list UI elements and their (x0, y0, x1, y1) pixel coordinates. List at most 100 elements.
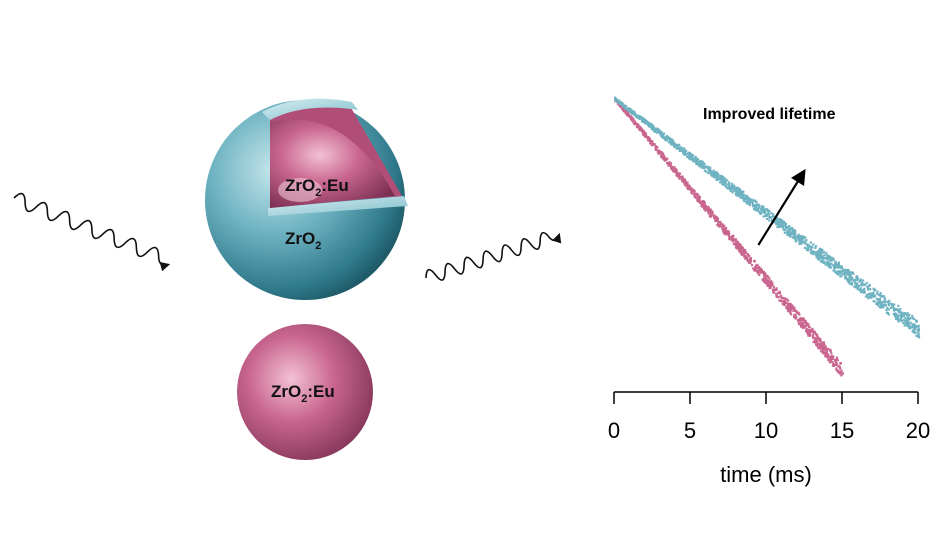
data-point (713, 171, 716, 175)
data-point (795, 311, 799, 314)
data-point (847, 280, 850, 283)
data-point (789, 309, 792, 312)
data-point (681, 150, 685, 153)
data-point (621, 107, 625, 110)
data-point (780, 224, 783, 228)
data-point (652, 125, 655, 128)
data-point (716, 219, 719, 222)
data-point (754, 267, 757, 271)
data-point (821, 251, 825, 254)
data-point (732, 242, 735, 245)
data-point (720, 179, 723, 182)
data-point (807, 328, 810, 331)
data-point (801, 326, 804, 330)
data-point (835, 369, 838, 372)
data-point (648, 124, 651, 128)
data-point (883, 297, 886, 300)
data-point (697, 194, 700, 197)
data-point (831, 357, 835, 360)
data-point (868, 295, 871, 298)
data-point (745, 198, 748, 201)
data-point (730, 239, 733, 242)
data-point (827, 353, 830, 356)
data-point (673, 144, 676, 147)
data-point (703, 201, 706, 204)
data-point (869, 292, 872, 295)
data-point (799, 239, 803, 242)
data-point (650, 125, 653, 128)
data-point (704, 209, 707, 212)
data-point (701, 166, 705, 170)
data-point (819, 339, 822, 342)
data-point (706, 208, 709, 211)
data-point (798, 313, 801, 316)
data-point (913, 324, 916, 327)
data-point (900, 316, 903, 319)
data-point (703, 166, 707, 169)
data-point (626, 110, 629, 114)
data-point (846, 277, 849, 281)
data-point (768, 283, 771, 286)
data-point (810, 246, 813, 249)
data-point (872, 287, 875, 290)
data-point (786, 233, 790, 236)
data-point (630, 111, 633, 114)
data-point (682, 152, 685, 155)
data-point (794, 317, 797, 320)
data-point (614, 96, 617, 100)
data-point (836, 266, 839, 269)
data-point (734, 243, 737, 246)
data-point (629, 109, 632, 112)
data-point (749, 259, 752, 262)
data-point (771, 282, 774, 285)
data-point (800, 241, 804, 244)
data-point (708, 209, 711, 212)
data-point (711, 211, 714, 214)
data-point (700, 201, 703, 204)
data-point (831, 257, 834, 260)
data-point (824, 346, 827, 349)
data-point (743, 197, 746, 200)
data-point (801, 318, 804, 321)
data-point (839, 275, 842, 278)
data-point (690, 187, 693, 190)
data-point (635, 126, 639, 129)
data-point (792, 236, 795, 239)
data-point (686, 183, 689, 186)
data-point (638, 117, 641, 121)
data-point (917, 324, 920, 327)
bare-particle: ZrO2:Eu (237, 324, 373, 460)
data-point (749, 261, 752, 264)
data-point (697, 199, 700, 203)
data-point (754, 264, 758, 267)
data-point (809, 251, 813, 254)
data-point (658, 151, 661, 154)
data-point (709, 166, 712, 169)
data-point (762, 211, 765, 214)
data-point (766, 282, 769, 285)
x-tick-label: 15 (830, 418, 854, 443)
data-point (678, 172, 682, 175)
data-point (897, 310, 900, 313)
data-point (832, 266, 836, 269)
data-point (801, 238, 804, 242)
data-point (692, 189, 695, 192)
data-point (825, 351, 828, 354)
data-point (914, 324, 917, 328)
data-point (807, 246, 810, 249)
data-point (775, 294, 778, 297)
data-point (710, 170, 713, 173)
data-point (744, 257, 747, 260)
data-point (748, 203, 752, 207)
data-point (852, 279, 855, 282)
data-point (753, 268, 756, 271)
data-point (671, 139, 675, 142)
data-point (869, 296, 872, 299)
data-point (735, 194, 738, 197)
data-point (712, 169, 715, 172)
data-point (805, 330, 808, 333)
data-point (752, 204, 756, 207)
data-point (761, 209, 765, 212)
data-point (820, 341, 823, 344)
data-point (707, 166, 710, 169)
